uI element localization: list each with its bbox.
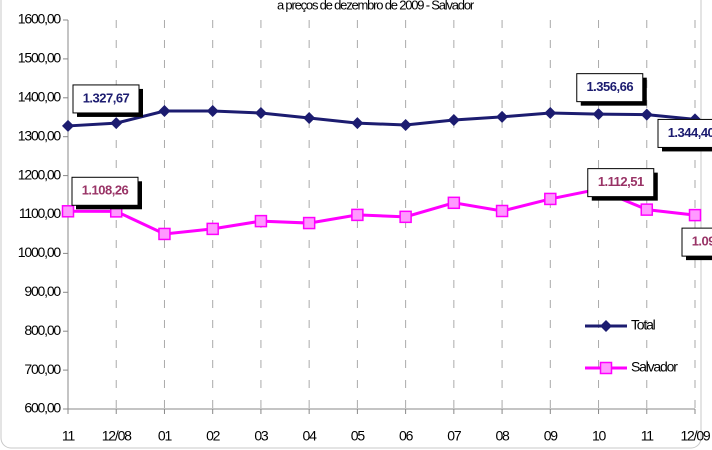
y-tick-label: 700,00 — [24, 361, 61, 377]
x-tick-label: 01 — [158, 428, 173, 444]
series-line — [67, 109, 696, 128]
point — [303, 112, 316, 125]
x-tick-label: 09 — [544, 428, 559, 444]
point — [158, 105, 171, 118]
label-box — [576, 73, 644, 103]
x-tick-label: 08 — [495, 428, 510, 444]
x-tick-label: 11 — [62, 428, 76, 444]
y-tick-label: 1300,00 — [18, 127, 62, 143]
y-tick-label: 1100,00 — [19, 205, 62, 221]
data-label: 1.327,67 — [83, 90, 130, 105]
point — [495, 204, 509, 218]
point — [600, 320, 612, 332]
point — [158, 227, 171, 241]
y-tick-label: 900,00 — [24, 283, 61, 299]
point — [640, 203, 654, 216]
point — [447, 196, 461, 210]
data-label: 1.108,26 — [82, 183, 129, 198]
point — [399, 119, 412, 132]
label-box — [71, 176, 139, 206]
x-tick-label: 11 — [641, 428, 655, 444]
label-box — [72, 84, 140, 114]
point — [447, 113, 460, 126]
x-tick-label: 06 — [399, 428, 414, 444]
chart-title: a preços de dezembro de 2009 - Salvador — [277, 0, 475, 12]
point — [254, 106, 267, 119]
point — [599, 361, 613, 375]
point — [302, 216, 316, 230]
label-box — [681, 227, 712, 257]
point — [351, 117, 364, 130]
x-tick-label: 07 — [447, 428, 462, 444]
point — [592, 108, 605, 121]
x-tick-label: 10 — [592, 428, 607, 444]
data-label: 1.344,40 — [668, 125, 712, 140]
y-tick-label: 800,00 — [24, 322, 61, 338]
label-box — [657, 118, 712, 148]
data-label: 1.112,51 — [598, 174, 644, 189]
y-tick-label: 1000,00 — [18, 244, 62, 260]
y-tick-label: 1200,00 — [18, 166, 62, 182]
x-tick-label: 04 — [303, 428, 318, 444]
y-tick-label: 1600,00 — [18, 11, 62, 27]
y-tick-label: 1500,00 — [18, 50, 62, 66]
x-tick-label: 05 — [351, 428, 366, 444]
x-tick-label: 03 — [254, 428, 269, 444]
x-tick-label: 12/08 — [102, 428, 132, 444]
point — [496, 110, 509, 123]
point — [110, 117, 123, 130]
point — [62, 119, 74, 132]
point — [399, 210, 412, 224]
point — [640, 108, 653, 121]
point — [351, 208, 364, 222]
x-tick-label: 12/09 — [680, 428, 710, 444]
x-tick-label: 02 — [206, 428, 221, 444]
legend-label: Salvador — [631, 359, 678, 375]
point — [544, 192, 557, 206]
y-tick-label: 600,00 — [24, 400, 61, 416]
label-box — [587, 168, 655, 198]
y-tick-label: 1400,00 — [18, 89, 62, 105]
point — [206, 222, 219, 236]
legend-label: Total — [631, 317, 656, 333]
data-label: 1.098,40 — [692, 234, 712, 249]
point — [688, 208, 702, 222]
point — [254, 214, 268, 228]
point — [544, 106, 557, 119]
data-label: 1.356,66 — [586, 79, 633, 94]
point — [61, 205, 75, 218]
point — [206, 105, 219, 118]
